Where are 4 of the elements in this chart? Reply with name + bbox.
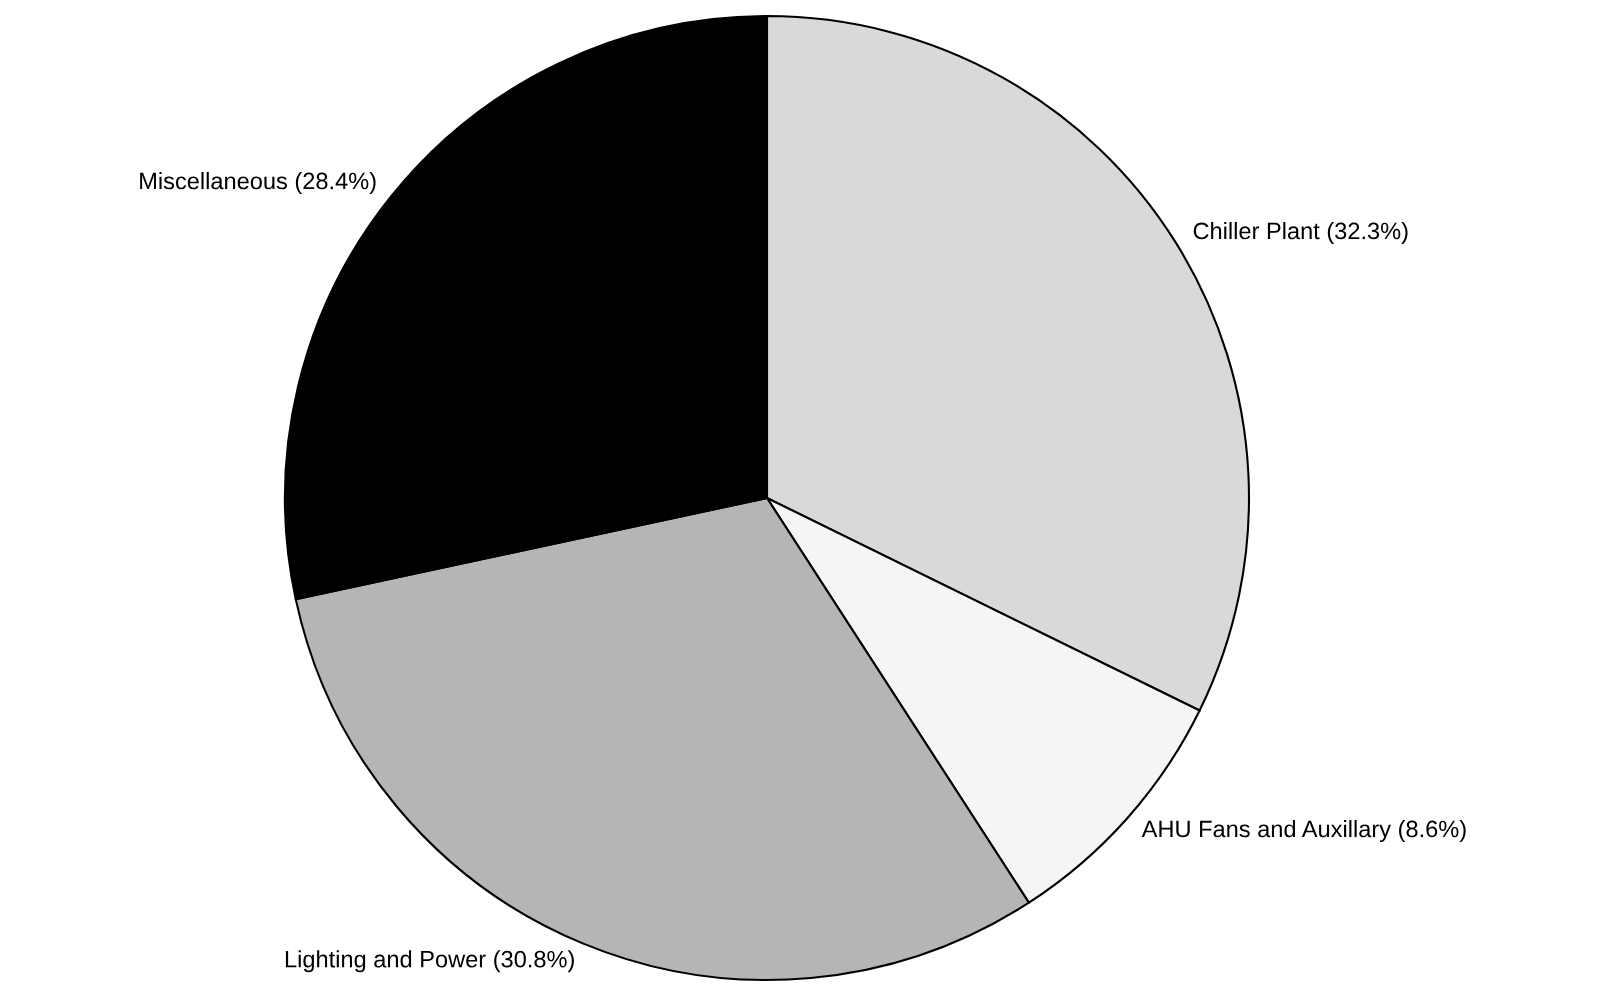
slice-label: Lighting and Power (30.8%) <box>285 950 574 973</box>
slice-label: Miscellaneous (28.4%) <box>140 172 376 194</box>
slice-label: Chiller Plant (32.3%) <box>1193 221 1408 244</box>
slice-label: AHU Fans and Auxillary (8.6%) <box>1141 819 1466 842</box>
